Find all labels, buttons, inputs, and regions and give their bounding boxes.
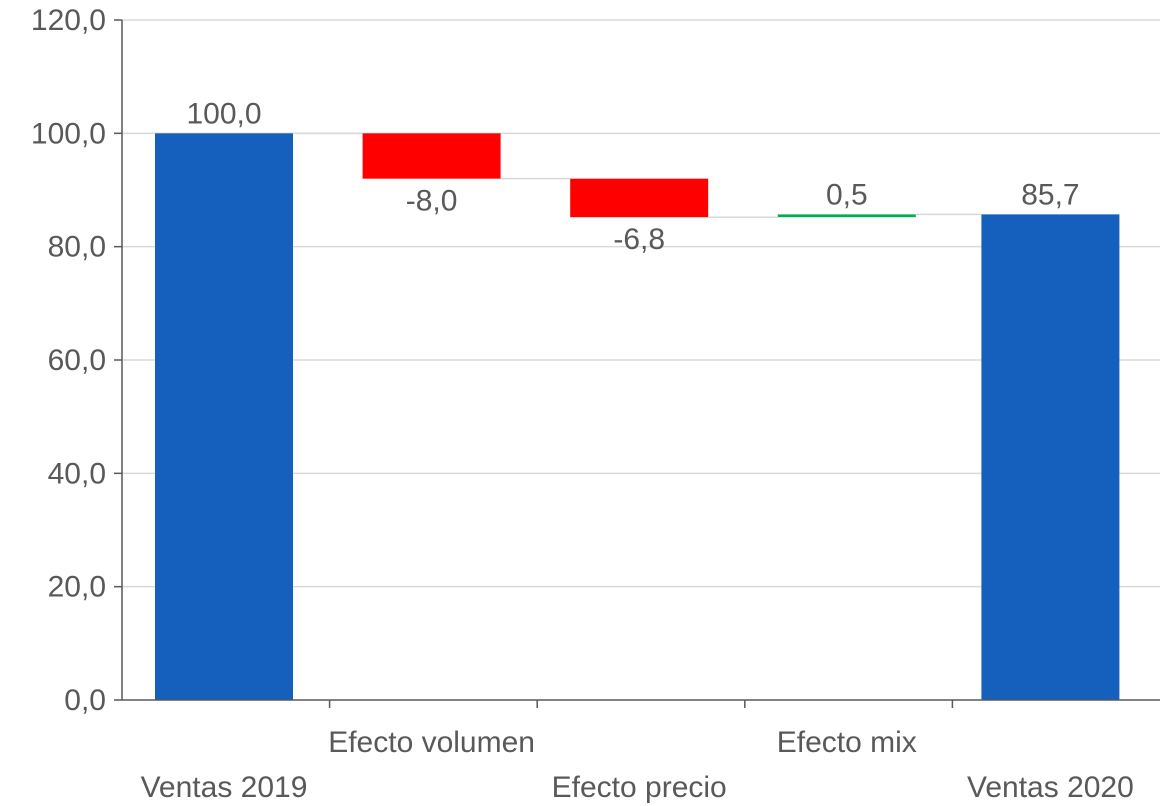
y-tick-label: 80,0 <box>48 231 106 264</box>
bars <box>155 133 1120 701</box>
y-tick-label: 120,0 <box>31 4 106 37</box>
y-tick-label: 100,0 <box>31 117 106 150</box>
y-tick-label: 0,0 <box>64 684 106 717</box>
x-category-label: Ventas 2020 <box>967 771 1134 804</box>
data-label: -6,8 <box>613 223 665 256</box>
bar-efecto-mix <box>777 214 916 218</box>
bar-efecto-volumen <box>362 133 501 179</box>
y-tick-label: 40,0 <box>48 457 106 490</box>
bar-ventas-2019 <box>155 133 293 701</box>
y-tick-label: 20,0 <box>48 571 106 604</box>
x-category-label: Ventas 2019 <box>141 771 308 804</box>
data-label: 100,0 <box>186 97 261 130</box>
axes: 0,0 20,0 40,0 60,0 80,0 100,0 120,0 <box>31 4 1160 717</box>
data-label: 85,7 <box>1021 178 1079 211</box>
data-label: 0,5 <box>826 178 868 211</box>
x-category-label: Efecto mix <box>777 726 917 759</box>
x-category-label: Efecto precio <box>552 771 727 804</box>
bar-ventas-2020 <box>981 214 1120 700</box>
data-labels: 100,0 Ventas 2019 -8,0 Efecto volumen -6,8 Ef… <box>141 97 1134 804</box>
x-category-label: Efecto volumen <box>328 726 535 759</box>
data-label: -8,0 <box>406 185 458 218</box>
connector-lines <box>293 132 982 218</box>
y-tick-label: 60,0 <box>48 344 106 377</box>
bar-efecto-precio <box>570 178 709 218</box>
